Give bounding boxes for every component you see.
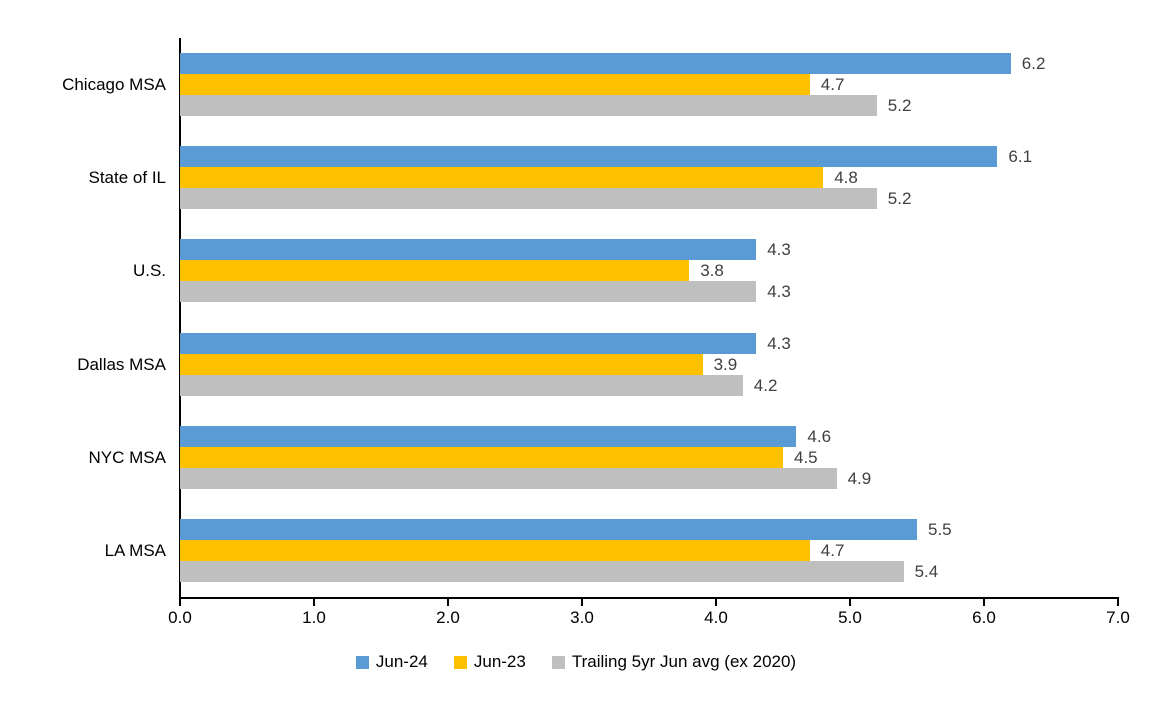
x-tick-mark bbox=[581, 597, 583, 606]
value-label: 4.2 bbox=[753, 375, 778, 395]
value-label: 4.8 bbox=[834, 168, 858, 188]
bar-trailing-5yr-jun-avg-ex-2020- bbox=[180, 188, 877, 210]
legend-label: Jun-23 bbox=[473, 652, 526, 671]
bar-jun-24 bbox=[180, 239, 757, 261]
x-tick-label: 7.0 bbox=[1106, 608, 1130, 627]
legend-item: Jun-24 bbox=[355, 652, 428, 672]
x-axis-line bbox=[179, 597, 1119, 599]
bar-trailing-5yr-jun-avg-ex-2020- bbox=[180, 560, 904, 582]
legend: Jun-24 Jun-23 Trailing 5yr Jun avg (ex 202… bbox=[0, 652, 1152, 672]
x-tick-label: 0.0 bbox=[168, 608, 192, 627]
bar-jun-23 bbox=[180, 260, 690, 282]
value-label: 4.7 bbox=[820, 540, 845, 560]
category-label: LA MSA bbox=[104, 540, 166, 560]
legend-swatch-icon bbox=[453, 655, 467, 669]
bar-jun-24 bbox=[180, 146, 998, 168]
value-label: 6.2 bbox=[1021, 54, 1046, 74]
bar-jun-23 bbox=[180, 353, 703, 375]
legend-label: Trailing 5yr Jun avg (ex 2020) bbox=[571, 652, 797, 671]
category-label: NYC MSA bbox=[88, 447, 166, 467]
x-tick-mark bbox=[715, 597, 717, 606]
x-tick-label: 6.0 bbox=[972, 608, 996, 627]
value-label: 4.3 bbox=[767, 333, 791, 353]
x-tick-mark bbox=[849, 597, 851, 606]
x-tick-mark bbox=[313, 597, 315, 606]
value-label: 4.3 bbox=[767, 240, 791, 260]
bar-jun-24 bbox=[180, 332, 757, 354]
x-tick-mark bbox=[1117, 597, 1119, 606]
value-label: 4.5 bbox=[794, 447, 818, 467]
category-label: State of IL bbox=[88, 168, 167, 188]
value-label: 3.9 bbox=[713, 354, 738, 374]
x-tick-label: 1.0 bbox=[302, 608, 326, 627]
category-label: U.S. bbox=[132, 261, 166, 281]
value-label: 3.8 bbox=[700, 261, 724, 281]
bar-jun-24 bbox=[180, 425, 797, 447]
bar-jun-23 bbox=[180, 539, 810, 561]
bar-jun-23 bbox=[180, 74, 810, 96]
x-tick-label: 2.0 bbox=[436, 608, 460, 627]
bar-trailing-5yr-jun-avg-ex-2020- bbox=[180, 281, 757, 303]
value-label: 4.6 bbox=[807, 426, 832, 446]
x-tick-label: 5.0 bbox=[838, 608, 862, 627]
value-label: 5.2 bbox=[887, 189, 912, 209]
x-tick-mark bbox=[447, 597, 449, 606]
value-label: 4.9 bbox=[847, 468, 872, 488]
legend-item: Jun-23 bbox=[453, 652, 526, 672]
bar-jun-23 bbox=[180, 446, 783, 468]
legend-label: Jun-24 bbox=[375, 652, 428, 671]
bar-trailing-5yr-jun-avg-ex-2020- bbox=[180, 467, 837, 489]
value-label: 4.3 bbox=[767, 282, 791, 302]
bar-jun-23 bbox=[180, 167, 824, 189]
bar-trailing-5yr-jun-avg-ex-2020- bbox=[180, 95, 877, 117]
legend-item: Trailing 5yr Jun avg (ex 2020) bbox=[551, 652, 797, 672]
category-label: Dallas MSA bbox=[77, 354, 166, 374]
x-tick-label: 3.0 bbox=[570, 608, 594, 627]
bar-jun-24 bbox=[180, 53, 1011, 75]
x-tick-mark bbox=[179, 597, 181, 606]
value-label: 6.1 bbox=[1008, 147, 1033, 167]
legend-swatch-icon bbox=[551, 655, 565, 669]
bar-jun-24 bbox=[180, 518, 917, 540]
x-tick-label: 4.0 bbox=[704, 608, 728, 627]
value-label: 5.2 bbox=[887, 96, 912, 116]
bar-trailing-5yr-jun-avg-ex-2020- bbox=[180, 374, 743, 396]
x-tick-mark bbox=[983, 597, 985, 606]
legend-swatch-icon bbox=[355, 655, 369, 669]
value-label: 5.5 bbox=[928, 519, 952, 539]
value-label: 4.7 bbox=[820, 75, 845, 95]
y-axis-line bbox=[179, 38, 181, 599]
category-label: Chicago MSA bbox=[62, 75, 166, 95]
value-label: 5.4 bbox=[914, 561, 939, 581]
